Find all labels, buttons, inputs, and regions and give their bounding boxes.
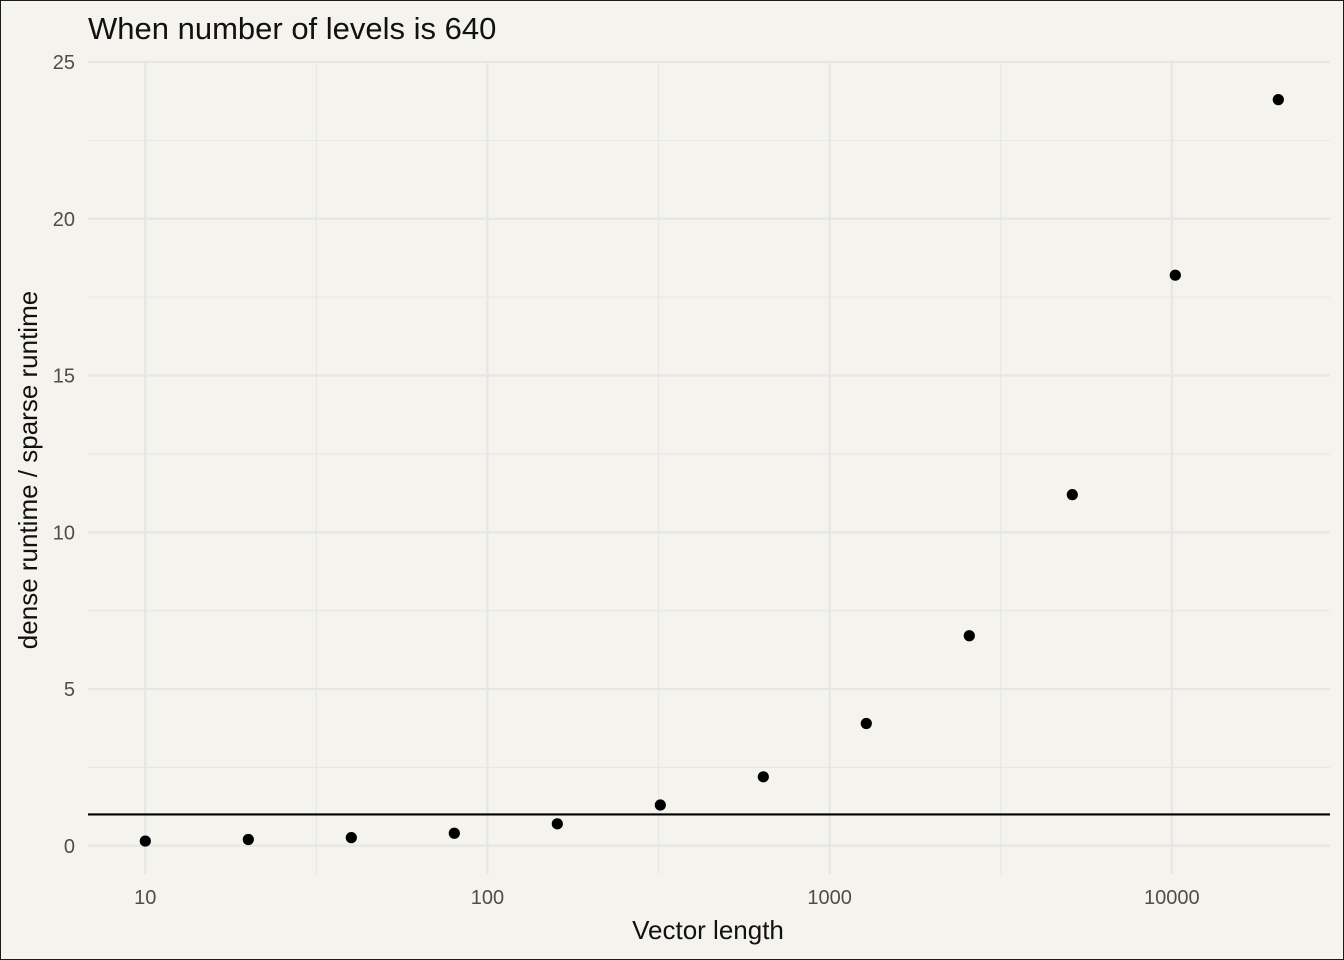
y-tick-label: 0 xyxy=(64,836,75,858)
y-tick-label: 10 xyxy=(53,522,75,544)
data-point xyxy=(1066,489,1078,501)
x-tick-label: 1000 xyxy=(807,887,852,909)
data-point xyxy=(551,818,563,830)
data-point xyxy=(860,717,872,730)
major-gridlines xyxy=(88,60,1330,874)
x-tick-label: 10 xyxy=(134,887,156,909)
x-axis-tick-labels: 10 100 1000 10000 xyxy=(134,887,1199,909)
data-point xyxy=(757,771,769,783)
data-points xyxy=(139,94,1284,847)
data-point xyxy=(139,835,151,847)
x-tick-label: 10000 xyxy=(1144,887,1200,909)
y-tick-label: 15 xyxy=(53,366,75,388)
data-point xyxy=(1272,94,1284,106)
x-tick-label: 100 xyxy=(471,887,504,909)
data-point xyxy=(345,832,357,844)
y-tick-label: 5 xyxy=(64,679,75,701)
x-axis-title: Vector length xyxy=(632,915,784,945)
minor-gridlines xyxy=(88,62,1330,874)
data-point xyxy=(654,799,666,811)
data-point xyxy=(963,630,975,642)
data-point xyxy=(1169,269,1181,281)
data-point xyxy=(242,833,254,846)
data-point xyxy=(448,827,460,839)
chart-title: When number of levels is 640 xyxy=(88,11,496,46)
y-tick-label: 25 xyxy=(53,52,75,74)
y-axis-title: dense runtime / sparse runtime xyxy=(13,291,43,649)
y-tick-label: 20 xyxy=(53,209,75,231)
y-axis-tick-labels: 0 5 10 15 20 25 xyxy=(53,52,75,858)
